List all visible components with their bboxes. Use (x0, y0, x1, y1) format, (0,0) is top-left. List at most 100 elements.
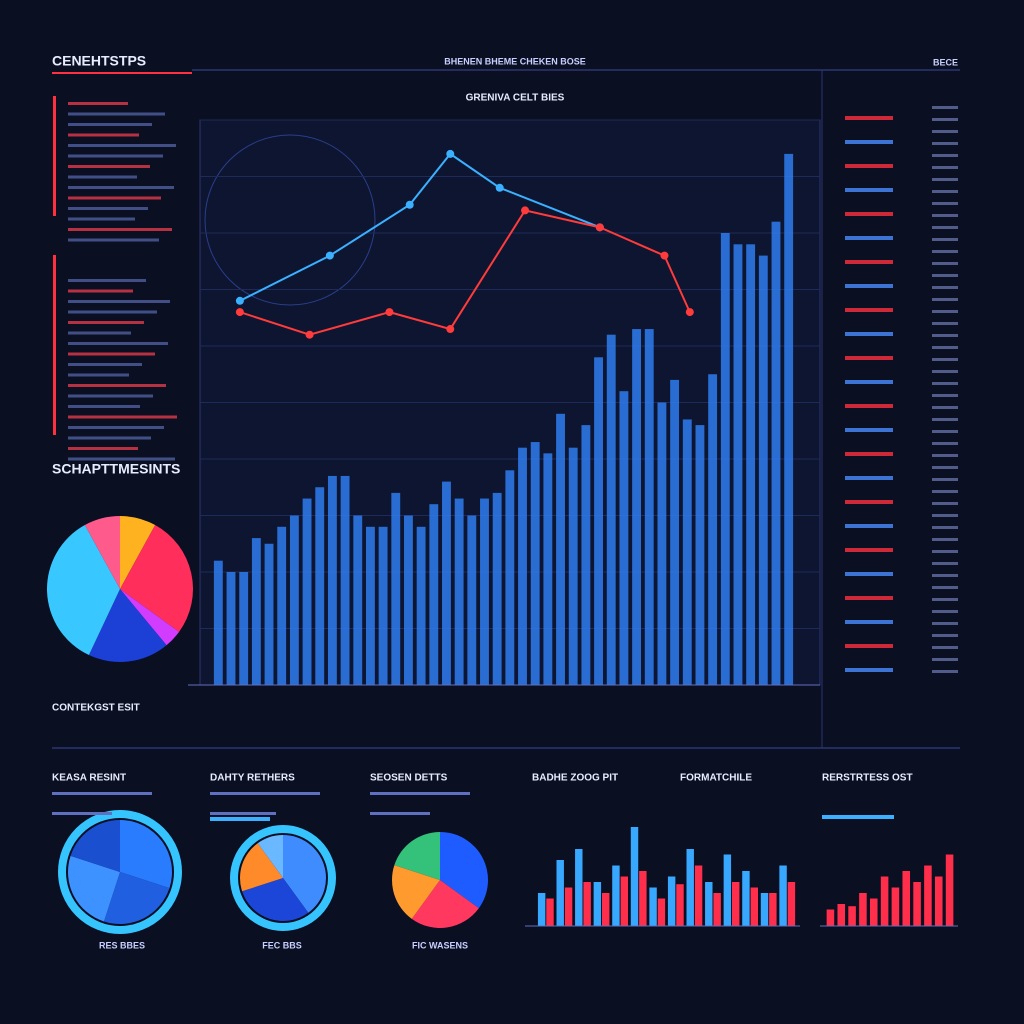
decor-row (68, 384, 166, 387)
bar (530, 442, 540, 685)
bar (913, 882, 921, 926)
bar (593, 882, 602, 926)
bar (695, 425, 705, 685)
pie-slice (394, 832, 440, 880)
pie-slice (70, 820, 120, 872)
decor-row (68, 186, 174, 189)
bar (649, 887, 657, 926)
bar (277, 526, 287, 685)
bar (583, 882, 591, 926)
bar (784, 153, 794, 685)
decor-row (932, 502, 958, 505)
decor-row (932, 262, 958, 265)
pie-slice (240, 843, 283, 892)
chart-title: RERSTRTESS OST (822, 773, 913, 784)
decor-row (845, 140, 893, 144)
pie-slice (392, 865, 440, 919)
pie-caption: FIC WASENS (412, 940, 468, 950)
bar (859, 893, 867, 926)
bar (630, 827, 639, 926)
decor-row (932, 166, 958, 169)
decor-ring (204, 134, 376, 306)
bar (606, 334, 616, 685)
bar (492, 492, 502, 685)
bar (694, 865, 703, 926)
decor-row (68, 123, 152, 126)
bar (543, 453, 553, 685)
line-point (325, 251, 334, 260)
bar (575, 849, 583, 926)
bar (639, 871, 647, 926)
decor-row (932, 454, 958, 457)
pie-slice (120, 589, 180, 646)
decor-row (932, 466, 958, 469)
pie-slice (120, 525, 193, 632)
line-point (495, 183, 504, 192)
bar (771, 221, 781, 685)
bar (746, 244, 756, 686)
decor-row (932, 298, 958, 301)
decor-row (932, 142, 958, 145)
decor-row (845, 620, 893, 624)
decor-row (68, 228, 172, 231)
bar (742, 871, 750, 926)
decor-row (845, 428, 893, 432)
decor-row (932, 286, 958, 289)
line-point (660, 251, 669, 260)
decor-row (845, 356, 893, 360)
decor-row (68, 363, 142, 366)
decor-row (370, 812, 430, 815)
decor-row (68, 279, 146, 282)
bar (391, 492, 401, 685)
bar (365, 526, 375, 685)
decor-row (52, 812, 112, 815)
decor-row (845, 308, 893, 312)
decor-row (68, 415, 177, 419)
decor-row (932, 658, 958, 661)
bar (708, 374, 718, 685)
decor-row (370, 792, 470, 795)
decor-row (845, 212, 893, 216)
pie-caption: CONTEKGST ESIT (52, 703, 140, 714)
decor-row (68, 207, 148, 210)
decor-row (932, 382, 958, 385)
decor-row (845, 524, 893, 528)
pie-slice (257, 835, 283, 878)
bar (315, 487, 325, 685)
bar (902, 871, 911, 926)
decor-row (932, 514, 958, 517)
decor-row (845, 644, 893, 648)
decor-row (845, 596, 893, 600)
decor-row (845, 380, 893, 384)
decor-row (932, 226, 958, 229)
line-point (305, 330, 314, 339)
bar (880, 876, 889, 926)
pie-slice (120, 516, 156, 589)
line-point (235, 308, 244, 317)
decor-row (932, 406, 958, 409)
decor-row (932, 178, 958, 181)
line-point (446, 325, 455, 334)
bar (378, 526, 388, 685)
bar (594, 357, 603, 685)
decor-row (932, 238, 958, 241)
line-point (235, 296, 244, 305)
decor-row (845, 476, 893, 480)
decor-row (932, 154, 958, 157)
decor-row (845, 284, 893, 288)
decor-row (68, 217, 135, 221)
bar (682, 419, 692, 685)
decor-bar (210, 817, 270, 821)
bar (848, 906, 856, 926)
bar (732, 882, 740, 926)
decor-row (932, 634, 958, 637)
bar (404, 515, 413, 685)
bar (537, 893, 546, 926)
bar (837, 904, 846, 926)
decor-row (932, 394, 958, 397)
decor-row (845, 332, 893, 336)
line (239, 152, 601, 302)
bar (891, 887, 900, 926)
bar (720, 233, 730, 685)
decor-row (932, 190, 958, 193)
